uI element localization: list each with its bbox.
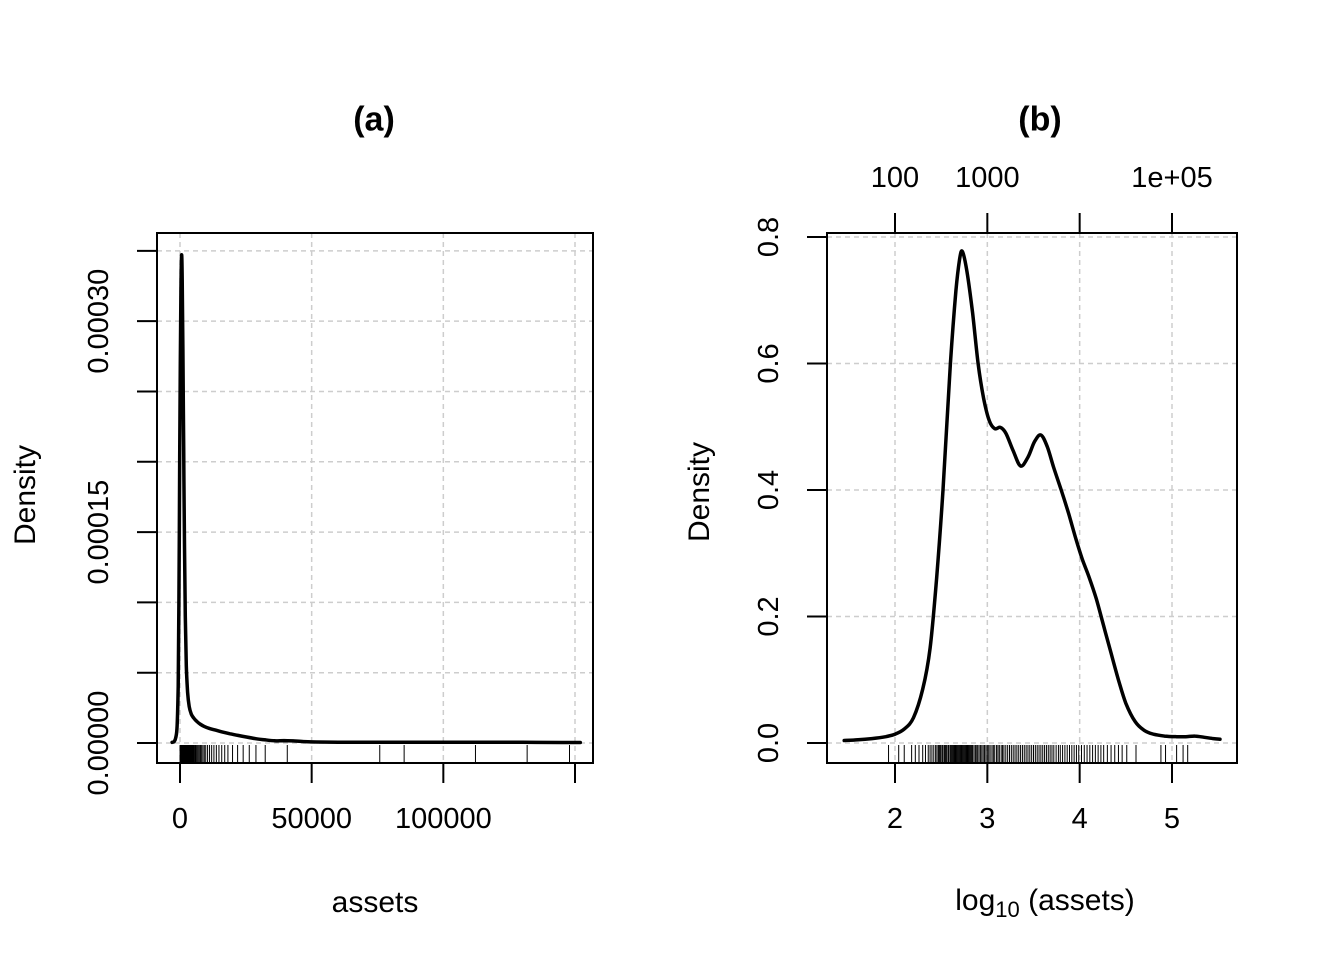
x-tick-label: 5 [1164, 803, 1180, 835]
xlabel-b-subscript: 10 [995, 897, 1020, 922]
panel-a-ylabel: Density [9, 444, 42, 546]
xlabel-b-prefix: log [955, 884, 996, 917]
x-tick-label: 100000 [395, 803, 492, 835]
y-tick-label: 0.00000 [83, 691, 115, 796]
top-tick-label: 100 [871, 162, 919, 194]
y-tick-label: 0.2 [753, 596, 785, 636]
xlabel-b-suffix: (assets) [1019, 884, 1135, 917]
x-tick-label: 0 [172, 803, 188, 835]
panel-a-title: (a) [353, 100, 395, 139]
top-tick-label: 1e+05 [1131, 162, 1212, 194]
y-tick-label: 0.00015 [83, 480, 115, 585]
y-tick-label: 0.4 [753, 470, 785, 510]
plot-box [826, 232, 1238, 764]
top-tick-label: 1000 [955, 162, 1020, 194]
panel-a-xlabel: assets [331, 886, 419, 919]
panel-b: 2 3 4 5 100 1000 1e+05 0.0 0.2 0.4 0.6 0.8 [753, 162, 1238, 835]
density-curve [842, 249, 1222, 743]
panel-b-ylabel: Density [683, 441, 716, 543]
x-tick-label: 4 [1072, 803, 1088, 835]
x-tick-label: 50000 [271, 803, 352, 835]
y-tick-label: 0.0 [753, 723, 785, 763]
y-tick-label: 0.6 [753, 343, 785, 383]
y-tick-label: 0.8 [753, 217, 785, 257]
density-curve [170, 253, 583, 745]
panel-b-xlabel: log10 (assets) [955, 884, 1135, 921]
panel-b-title: (b) [1018, 100, 1062, 139]
panel-a: 0 50000 100000 0.00000 0.00015 0.00030 [83, 232, 594, 835]
plot-box [156, 232, 594, 764]
x-tick-label: 2 [887, 803, 903, 835]
y-tick-label: 0.00030 [83, 269, 115, 374]
x-tick-label: 3 [979, 803, 995, 835]
